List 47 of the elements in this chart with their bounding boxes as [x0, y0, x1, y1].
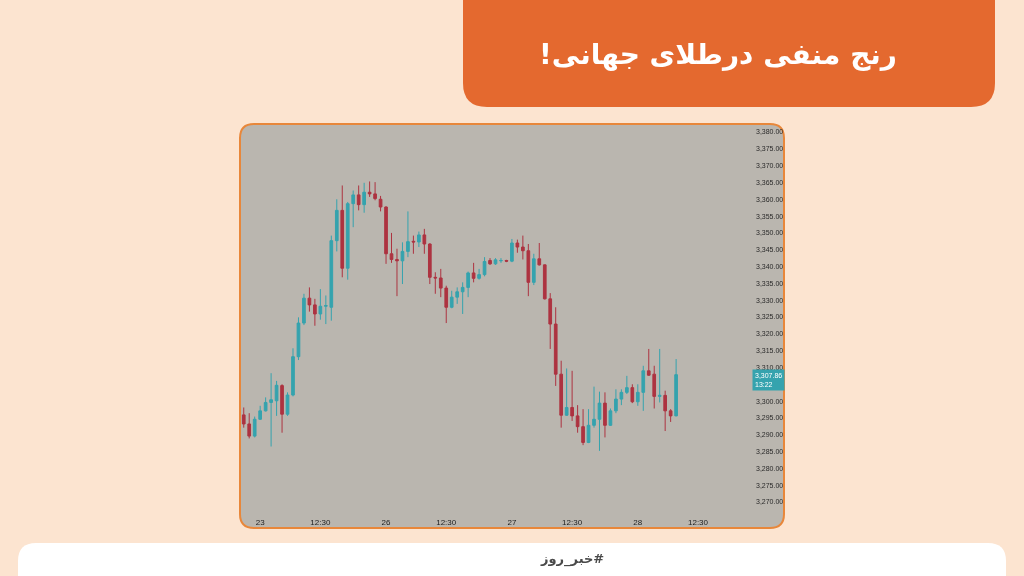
text: #خبر_روز	[540, 551, 605, 567]
candlestick	[537, 242, 542, 267]
x-tick-label: 12:30	[310, 518, 331, 527]
candlestick	[663, 390, 668, 432]
candlestick	[477, 268, 481, 279]
candlestick	[531, 253, 536, 286]
x-tick-label: 12:30	[562, 518, 583, 527]
candlestick	[570, 370, 574, 422]
candlestick	[488, 257, 492, 266]
x-tick-label: 23	[255, 518, 266, 527]
candlestick	[334, 198, 339, 252]
candlestick	[603, 391, 607, 438]
x-tick-label: 12:30	[687, 518, 709, 527]
candlestick	[597, 391, 602, 452]
chart-title: رنج منفی درطلای جهانی!	[539, 37, 897, 71]
candlestick	[362, 182, 366, 214]
x-tick-label: 28	[633, 518, 643, 527]
candlestick	[515, 239, 520, 254]
candlestick	[510, 238, 514, 263]
x-tick-label: 26	[381, 518, 392, 527]
x-tick-label: 27	[507, 518, 517, 527]
candlestick	[340, 184, 345, 278]
candlestick	[625, 375, 629, 395]
candlestick	[564, 367, 569, 417]
candlestick	[318, 288, 323, 321]
candlestick	[608, 407, 613, 427]
candlestick	[674, 358, 678, 417]
candlestick	[504, 259, 509, 263]
candlestick	[657, 348, 662, 403]
candlestick	[471, 262, 476, 283]
candlestick	[302, 293, 306, 326]
candlestick	[630, 383, 635, 404]
candlestick	[400, 241, 405, 285]
candlestick	[313, 298, 317, 327]
candlestick	[406, 210, 410, 258]
candlestick	[668, 408, 673, 423]
x-tick-label: 12:30	[436, 518, 457, 527]
candlestick	[422, 228, 427, 255]
candlestick	[274, 380, 279, 417]
candlestick	[356, 184, 361, 211]
candlestick	[280, 383, 284, 434]
candlestick	[417, 231, 421, 248]
candlestick	[411, 235, 416, 255]
candlestick	[493, 257, 498, 265]
candlestick	[482, 256, 487, 277]
candlestick	[499, 257, 503, 264]
candlestick	[307, 286, 312, 313]
